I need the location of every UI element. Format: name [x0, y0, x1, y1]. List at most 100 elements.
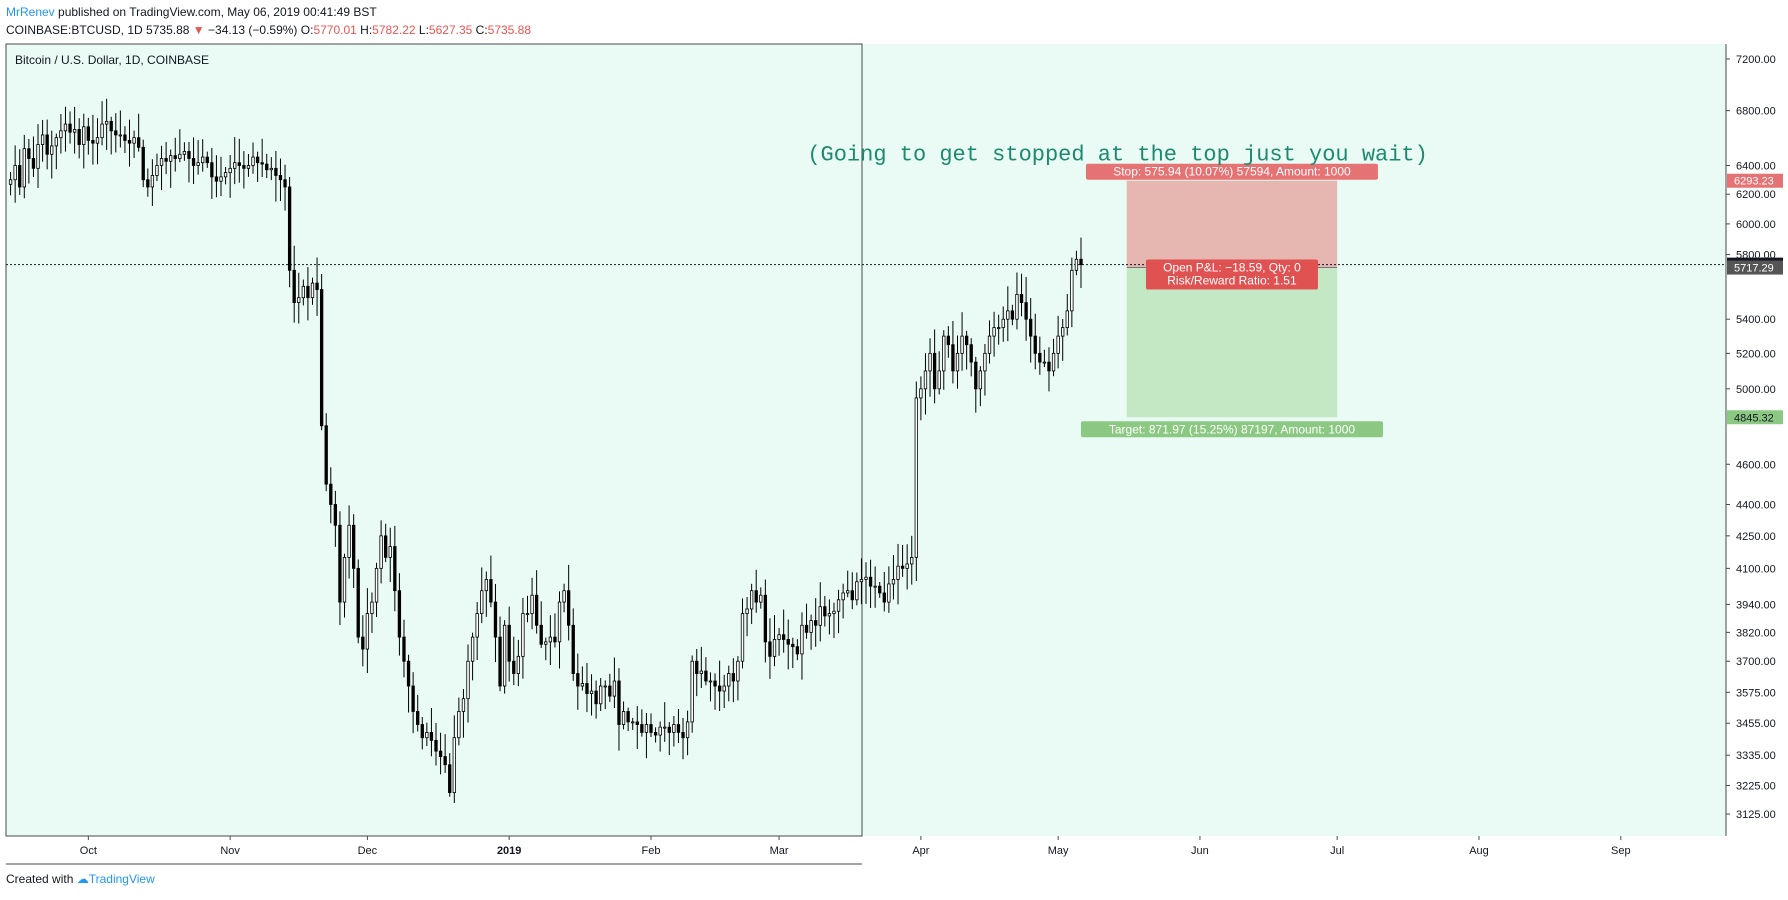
- candle-body: [315, 282, 319, 290]
- candle-body: [690, 660, 694, 723]
- candle-body: [997, 327, 1001, 330]
- candle-body: [146, 179, 150, 188]
- author-link[interactable]: MrRenev: [6, 5, 55, 19]
- candle-body: [397, 590, 402, 638]
- candle-body: [740, 613, 745, 662]
- candle-body: [27, 148, 31, 159]
- candle-body: [329, 483, 333, 505]
- candle-body: [342, 556, 347, 603]
- candle-body: [114, 130, 118, 136]
- candle-body: [1074, 258, 1079, 271]
- candle-body: [402, 636, 406, 662]
- candle-body: [356, 567, 360, 638]
- candle-body: [1038, 352, 1042, 363]
- candle-body: [443, 756, 447, 766]
- candle-body: [196, 162, 200, 166]
- candle-body: [631, 721, 635, 724]
- candle-body: [759, 594, 763, 603]
- candles: [8, 98, 1083, 804]
- y-tick-label: 3820.00: [1736, 627, 1776, 639]
- x-tick-label: 2019: [497, 845, 521, 857]
- candle-body: [827, 613, 832, 617]
- candle-body: [182, 151, 187, 155]
- candle-body: [585, 683, 589, 694]
- candle-body: [612, 680, 617, 697]
- candle-body: [695, 660, 699, 674]
- candle-body: [406, 660, 411, 687]
- candle-body: [818, 606, 822, 626]
- candle-body: [795, 646, 800, 655]
- candle-body: [123, 134, 127, 141]
- x-tick-label: Mar: [770, 845, 789, 857]
- candle-body: [127, 140, 132, 144]
- symbol-info: COINBASE:BTCUSD, 1D: [6, 23, 143, 37]
- candle-body: [887, 583, 891, 603]
- candle-body: [416, 711, 420, 725]
- y-tick-label: 4600.00: [1736, 459, 1776, 471]
- x-tick-label: Nov: [220, 845, 240, 857]
- tradingview-link[interactable]: TradingView: [88, 872, 155, 886]
- y-tick-label: 3125.00: [1736, 809, 1776, 821]
- y-tick-label: 5200.00: [1736, 348, 1776, 360]
- candle-body: [287, 186, 292, 271]
- x-tick-label: Apr: [912, 845, 929, 857]
- candle-body: [900, 565, 905, 569]
- candle-body: [553, 636, 557, 643]
- tradingview-logo-icon: ☁: [76, 872, 89, 886]
- candle-body: [374, 567, 379, 603]
- candle-body: [960, 335, 964, 354]
- plot-area: [6, 44, 1726, 836]
- y-tick-label: 6200.00: [1736, 189, 1776, 201]
- candle-body: [352, 524, 356, 569]
- stop-label-bg: [1085, 163, 1378, 180]
- candle-body: [484, 579, 488, 592]
- candle-body: [768, 641, 772, 657]
- price-chart[interactable]: Bitcoin / U.S. Dollar, 1D, COINBASE 7200.…: [0, 0, 1788, 870]
- candle-body: [22, 148, 26, 188]
- candle-body: [13, 165, 17, 181]
- y-tick-label: 4100.00: [1736, 563, 1776, 575]
- candle-body: [379, 535, 383, 569]
- candle-body: [772, 639, 777, 657]
- candle-body: [571, 624, 575, 674]
- candle-body: [461, 698, 466, 712]
- candle-body: [265, 163, 269, 171]
- candle-body: [951, 344, 955, 372]
- stop-label-text: Stop: 575.94 (10.07%) 57594, Amount: 100…: [1113, 165, 1351, 179]
- candle-body: [722, 685, 726, 692]
- candle-body: [384, 535, 388, 558]
- candle-body: [246, 165, 251, 169]
- candle-body: [1001, 318, 1005, 329]
- y-tick-label: 6000.00: [1736, 219, 1776, 231]
- chart-header: MrRenev published on TradingView.com, Ma…: [6, 4, 531, 38]
- candle-body: [347, 524, 351, 558]
- candle-body: [626, 711, 630, 723]
- candle-body: [512, 660, 516, 674]
- candle-body: [530, 594, 534, 615]
- y-tick-label: 6400.00: [1736, 161, 1776, 173]
- candle-body: [393, 546, 397, 592]
- candle-body: [269, 167, 273, 171]
- candle-body: [283, 179, 287, 188]
- candle-body: [928, 352, 932, 372]
- candle-body: [832, 610, 836, 615]
- stop-loss-zone: [1126, 180, 1338, 268]
- candle-body: [370, 601, 374, 615]
- candle-body: [731, 673, 735, 682]
- candle-body: [525, 613, 530, 616]
- candle-body: [521, 613, 525, 657]
- candle-body: [937, 370, 941, 390]
- candle-body: [429, 732, 434, 741]
- high-label: H:: [360, 23, 373, 37]
- candle-body: [498, 636, 502, 687]
- candle-body: [178, 153, 182, 159]
- candle-body: [310, 282, 315, 299]
- last-price: 5735.88: [146, 23, 190, 37]
- candle-body: [1042, 361, 1047, 364]
- candle-body: [233, 162, 237, 169]
- candle-body: [159, 158, 164, 166]
- candle-body: [475, 613, 479, 638]
- down-arrow-icon: ▼: [192, 23, 205, 37]
- candle-body: [434, 739, 438, 752]
- candle-body: [251, 156, 255, 166]
